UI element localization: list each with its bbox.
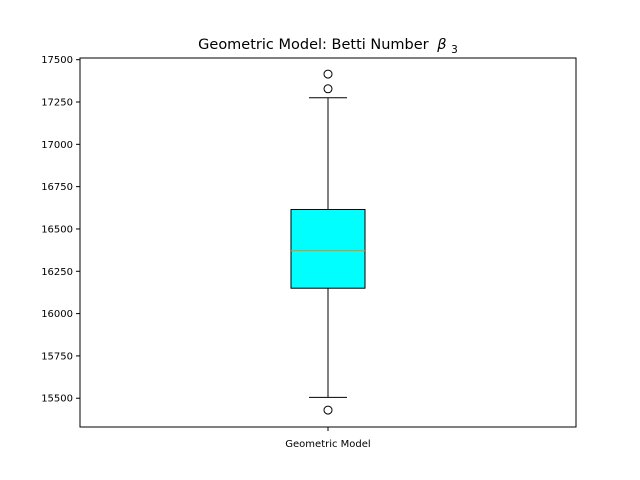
chart-title-symbol: β bbox=[436, 37, 446, 53]
y-tick-label: 17250 bbox=[41, 98, 73, 109]
y-tick-label: 15500 bbox=[41, 394, 73, 405]
y-tick-label: 16500 bbox=[41, 224, 73, 235]
outlier-point bbox=[323, 84, 333, 94]
plot-area: 15500 15750 16000 16250 16500 16750 17000 17250… bbox=[41, 55, 577, 450]
box-iqr bbox=[290, 208, 366, 289]
x-tick-label: Geometric Model bbox=[285, 439, 370, 450]
y-tick-label: 16750 bbox=[41, 182, 73, 193]
y-tick-label: 17000 bbox=[41, 140, 73, 151]
y-tick-label: 16250 bbox=[41, 267, 73, 278]
y-tick-label: 17500 bbox=[41, 55, 73, 66]
outlier-point bbox=[323, 69, 333, 79]
chart-title-subscript: 3 bbox=[451, 44, 458, 56]
outlier-point bbox=[323, 405, 333, 415]
chart-title: Geometric Model: Betti Number β 3 bbox=[198, 37, 458, 56]
y-tick-label: 15750 bbox=[41, 351, 73, 362]
chart-title-text: Geometric Model: Betti Number bbox=[198, 37, 429, 53]
y-tick-label: 16000 bbox=[41, 309, 73, 320]
